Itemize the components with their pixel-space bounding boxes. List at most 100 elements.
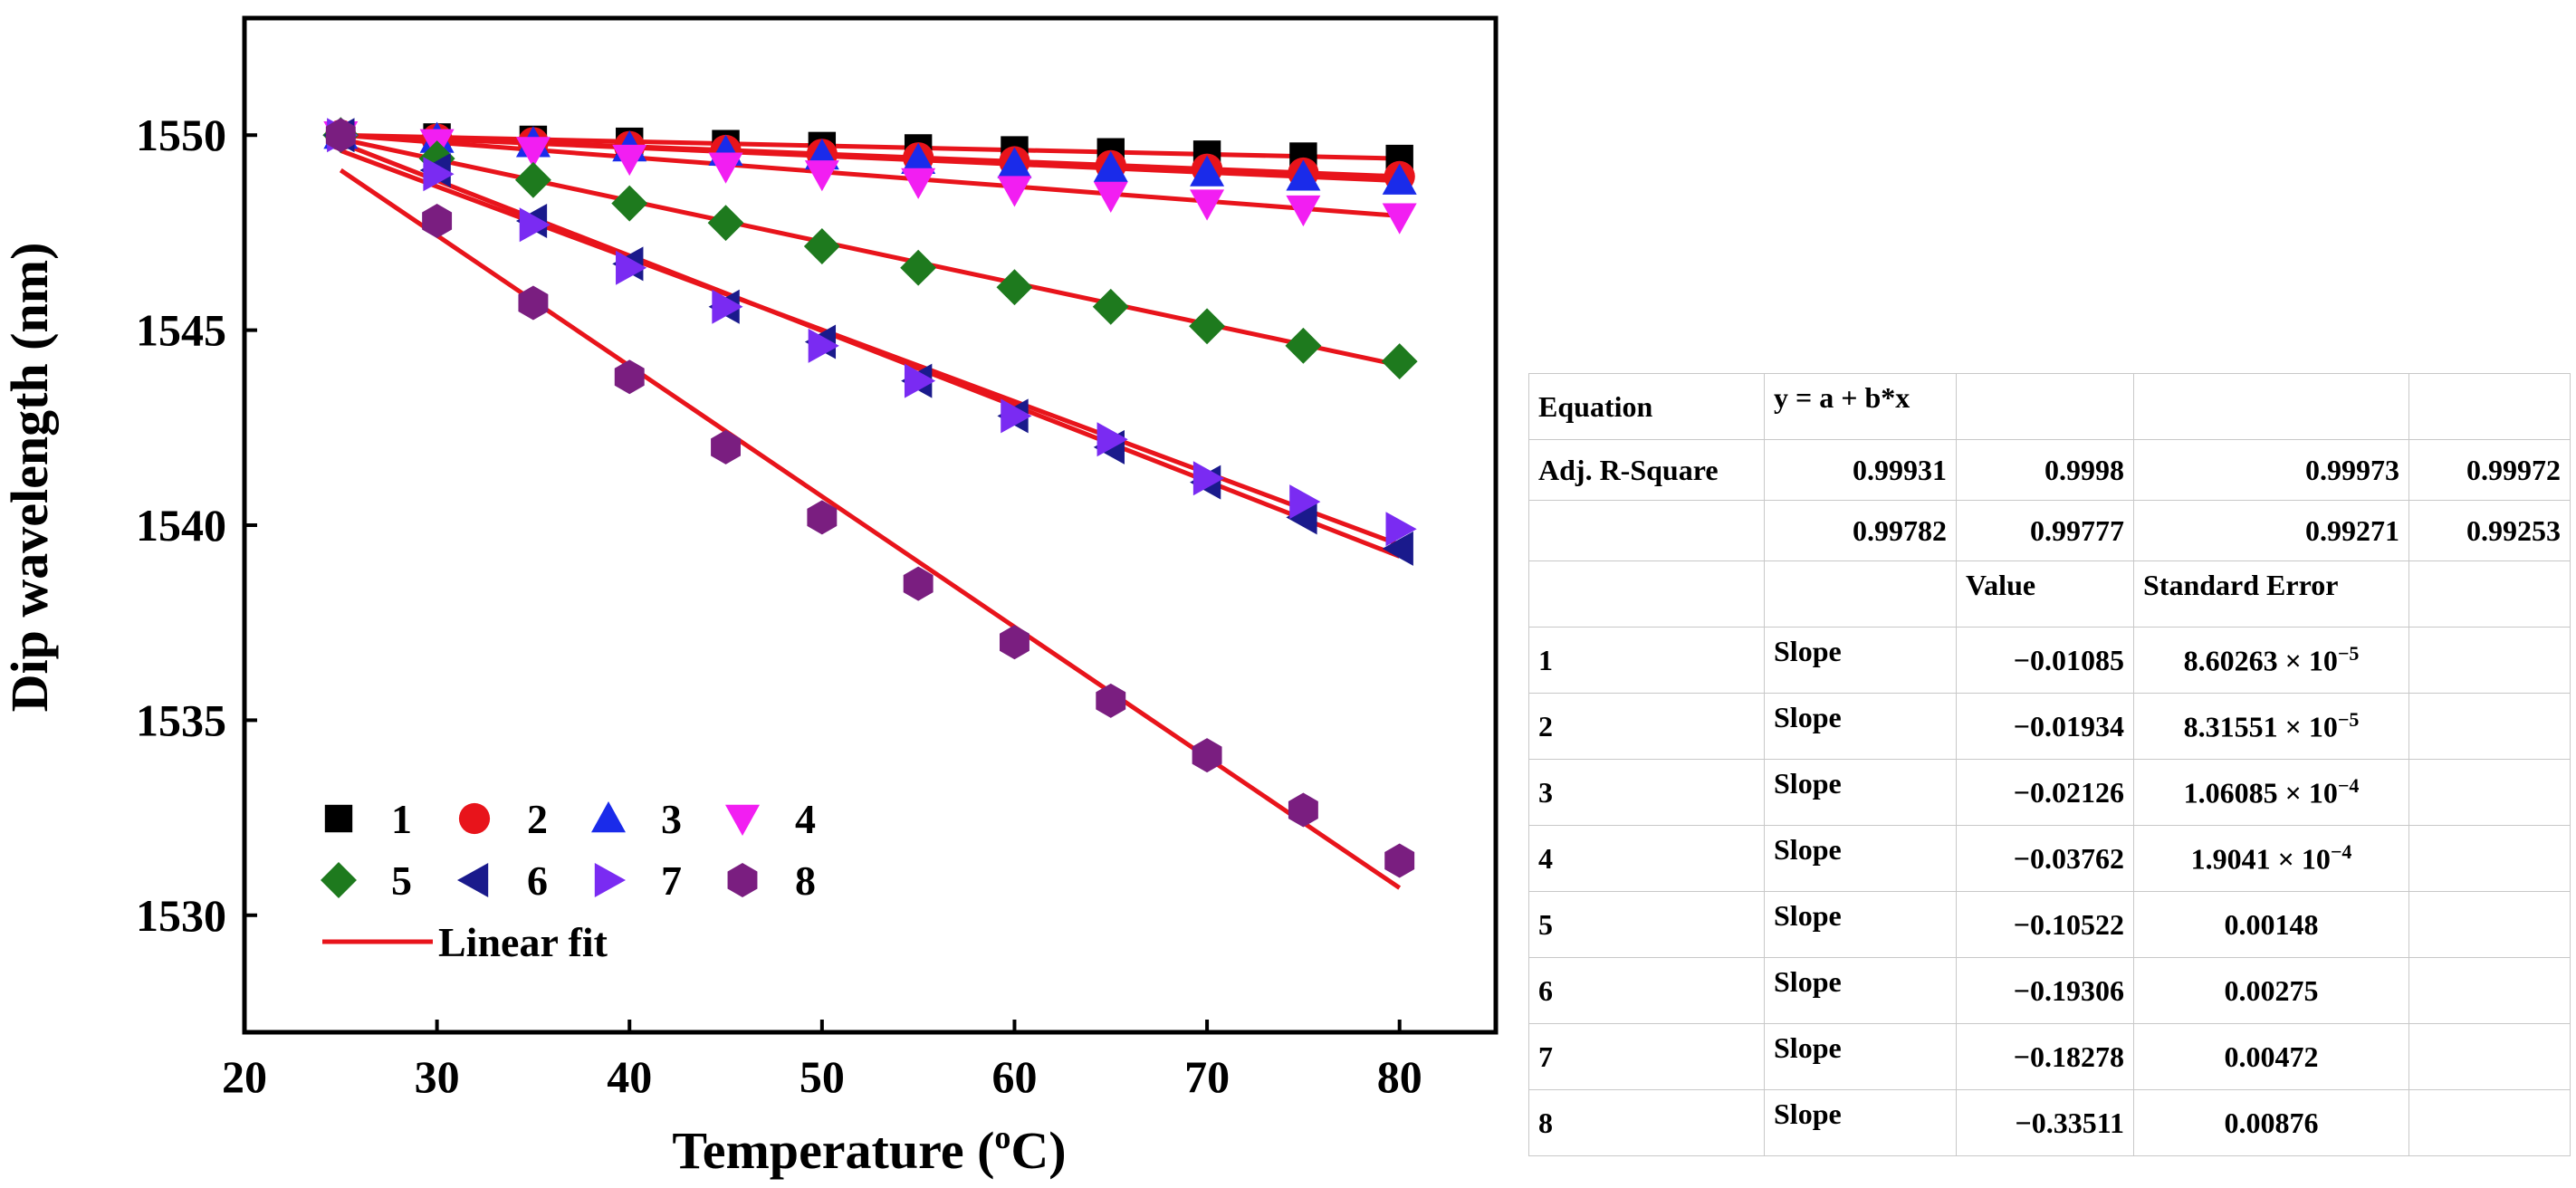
marker-series-4 (708, 152, 743, 184)
empty-cell (2408, 560, 2571, 628)
marker-series-8 (518, 285, 549, 321)
empty-cell (2408, 693, 2571, 760)
table-row: 1 Slope −0.01085 8.60263 × 10−5 (1528, 627, 2571, 694)
legend-label: 4 (795, 796, 816, 842)
row-id: 3 (1528, 759, 1765, 826)
marker-series-8 (1384, 843, 1415, 878)
equation-value: y = a + b*x (1764, 373, 1957, 440)
marker-series-5 (803, 228, 840, 264)
equation-label: Equation (1528, 373, 1765, 440)
marker-series-8 (325, 118, 356, 153)
legend-marker (321, 862, 357, 898)
marker-series-8 (1288, 792, 1318, 828)
x-axis-title-sup: o (994, 1119, 1010, 1155)
legend-marker (725, 804, 760, 836)
legend-label: 8 (795, 857, 816, 904)
marker-series-8 (807, 500, 838, 535)
row-error: 1.9041 × 10−4 (2133, 825, 2409, 892)
marker-series-4 (515, 137, 551, 168)
row-error: 0.00275 (2133, 957, 2409, 1024)
marker-series-4 (901, 168, 936, 199)
marker-series-7 (616, 250, 647, 285)
marker-series-7 (1192, 461, 1225, 496)
legend-marker (727, 863, 758, 897)
slope-rows: 1 Slope −0.01085 8.60263 × 10−5 2 Slope −0.019… (1528, 627, 2571, 1156)
row-value: −0.10522 (1956, 891, 2134, 958)
marker-series-8 (1192, 738, 1222, 773)
markers (322, 117, 1418, 878)
marker-series-4 (612, 144, 647, 177)
empty-cell (1764, 560, 1957, 628)
legend-label: 6 (527, 857, 548, 904)
empty-cell (1528, 500, 1765, 561)
empty-cell (2408, 1023, 2571, 1090)
y-axis-title: Dip wavelength (nm) (0, 243, 59, 713)
empty-cell (2133, 373, 2409, 440)
legend-label: 5 (391, 857, 412, 904)
row-param: Slope (1764, 759, 1957, 826)
legend: 1 2 3 4 5 6 7 8 Linear fit (321, 796, 816, 965)
row-error: 0.00876 (2133, 1089, 2409, 1156)
row-id: 6 (1528, 957, 1765, 1024)
marker-series-5 (707, 205, 744, 242)
fit-line-3 (340, 132, 1400, 184)
row-value: −0.01934 (1956, 693, 2134, 760)
marker-series-7 (808, 328, 839, 363)
marker-series-3 (1093, 150, 1128, 183)
axis-ticks: 20 30 40 50 60 70 80 1530 1535 1540 1545 1550 (136, 110, 1422, 1102)
x-tick-label: 30 (415, 1051, 460, 1102)
row-id: 8 (1528, 1089, 1765, 1156)
empty-cell (2408, 627, 2571, 694)
marker-series-8 (1000, 625, 1029, 660)
header-value: Value (1956, 560, 2134, 628)
marker-series-5 (996, 269, 1033, 306)
empty-cell (1956, 373, 2134, 440)
x-axis-title-end: C) (1010, 1121, 1066, 1180)
y-tick-label: 1540 (136, 500, 226, 551)
marker-series-5 (900, 249, 937, 286)
marker-series-8 (903, 566, 934, 601)
row-value: −0.19306 (1956, 957, 2134, 1024)
x-tick-label: 70 (1184, 1051, 1230, 1102)
fit-results-table: Equation y = a + b*x Adj. R-Square 0.999… (1528, 373, 2571, 1156)
marker-series-4 (1286, 195, 1321, 227)
marker-series-5 (1285, 327, 1322, 364)
adj-r-label: Adj. R-Square (1528, 439, 1765, 501)
marker-series-7 (712, 289, 743, 324)
adj-r-value: 0.99973 (2133, 439, 2409, 501)
row-id: 7 (1528, 1023, 1765, 1090)
marker-series-7 (1001, 398, 1032, 434)
legend-marker (458, 802, 491, 835)
y-tick-label: 1545 (136, 305, 226, 356)
marker-series-8 (1096, 683, 1126, 718)
table-row: Adj. R-Square 0.99931 0.9998 0.99973 0.9… (1528, 439, 2571, 501)
table-row: 4 Slope −0.03762 1.9041 × 10−4 (1528, 825, 2571, 892)
marker-series-3 (997, 147, 1032, 178)
row-value: −0.01085 (1956, 627, 2134, 694)
y-tick-label: 1550 (136, 110, 226, 160)
fit-line-4 (340, 132, 1400, 218)
legend-label: 2 (527, 796, 548, 842)
legend-marker (594, 863, 626, 897)
marker-series-7 (519, 207, 551, 243)
adj-r-value: 0.99931 (1764, 439, 1957, 501)
marker-series-7 (904, 363, 936, 398)
x-axis-title: Temperature (oC) (672, 1119, 1066, 1180)
marker-series-5 (1381, 343, 1418, 380)
row-error: 8.60263 × 10−5 (2133, 627, 2409, 694)
fit-lines (339, 132, 1402, 890)
row-value: −0.03762 (1956, 825, 2134, 892)
y-tick-label: 1530 (136, 890, 226, 941)
empty-cell (2408, 957, 2571, 1024)
table-row: 7 Slope −0.18278 0.00472 (1528, 1023, 2571, 1090)
marker-series-6 (1286, 500, 1317, 535)
table-row: 2 Slope −0.01934 8.31551 × 10−5 (1528, 693, 2571, 760)
x-tick-label: 50 (800, 1051, 845, 1102)
x-tick-label: 20 (222, 1051, 267, 1102)
marker-series-5 (611, 185, 648, 222)
row-id: 5 (1528, 891, 1765, 958)
marker-series-4 (1382, 203, 1417, 235)
table-row: 6 Slope −0.19306 0.00275 (1528, 957, 2571, 1024)
marker-series-4 (1190, 189, 1225, 221)
table-row: 8 Slope −0.33511 0.00876 (1528, 1089, 2571, 1156)
